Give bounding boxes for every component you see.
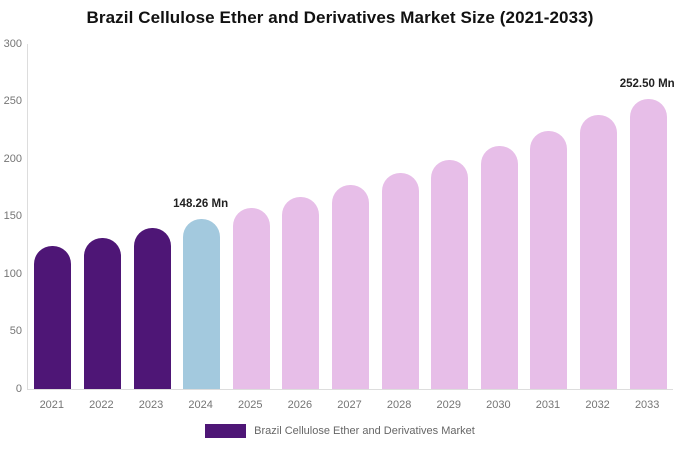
x-tick-label-2024: 2024: [188, 399, 213, 411]
x-tick-label-2026: 2026: [287, 399, 313, 411]
legend-swatch: [205, 424, 247, 438]
x-tick-label-2028: 2028: [386, 399, 412, 411]
x-tick-label-2025: 2025: [238, 399, 263, 411]
chart-title: Brazil Cellulose Ether and Derivatives M…: [86, 8, 594, 27]
legend[interactable]: Brazil Cellulose Ether and Derivatives M…: [0, 424, 680, 438]
bar-2030[interactable]: [480, 145, 518, 389]
y-tick-label-0: 0: [15, 382, 22, 395]
bar-2024[interactable]: [183, 218, 221, 389]
plot-area: [27, 44, 673, 390]
bar-2027[interactable]: [332, 185, 369, 389]
bar-2028[interactable]: [381, 172, 419, 389]
bar-2026[interactable]: [282, 197, 320, 389]
y-tick-label-100: 100: [3, 267, 22, 280]
x-tick-label-2032: 2032: [585, 399, 610, 411]
bar-2021[interactable]: [34, 246, 72, 389]
x-tick-label-2027: 2027: [337, 399, 362, 411]
bar-2029[interactable]: [431, 159, 469, 389]
bar-2023[interactable]: [133, 228, 171, 389]
legend-label: Brazil Cellulose Ether and Derivatives M…: [254, 425, 475, 437]
x-tick-label-2023: 2023: [138, 399, 164, 411]
y-tick-label-200: 200: [3, 152, 22, 165]
x-tick-label-2022: 2022: [89, 399, 114, 411]
bar-2031[interactable]: [530, 130, 568, 389]
value-label-2024: 148.26 Mn: [173, 197, 229, 210]
y-tick-label-50: 50: [9, 325, 22, 337]
x-tick-label-2021: 2021: [39, 399, 65, 411]
y-tick-label-150: 150: [3, 210, 22, 222]
x-tick-label-2030: 2030: [486, 399, 511, 411]
y-tick-label-300: 300: [3, 37, 22, 50]
value-label-2033: 252.50 Mn: [619, 77, 675, 90]
bar-2033[interactable]: [629, 98, 667, 389]
bar-2025[interactable]: [232, 208, 270, 389]
x-tick-label-2033: 2033: [634, 399, 660, 411]
x-tick-label-2031: 2031: [535, 399, 561, 411]
x-tick-label-2029: 2029: [436, 399, 461, 411]
y-tick-label-250: 250: [3, 95, 22, 107]
bar-2032[interactable]: [580, 115, 618, 389]
bar-2022[interactable]: [83, 237, 121, 389]
